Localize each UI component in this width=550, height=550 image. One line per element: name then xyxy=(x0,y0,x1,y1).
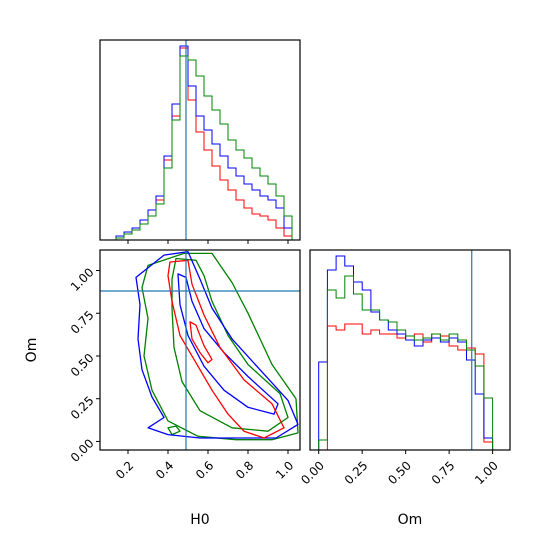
contour-6 xyxy=(189,321,213,364)
joint-axis-ticks: 0.2 0.4 0.6 0.8 1.0 0.00 0.25 0.50 0.75 1.00 xyxy=(68,265,297,482)
om-histogram-ticks: 0.00 0.25 0.50 0.75 1.00 xyxy=(298,450,501,487)
om-x-tick-label: 0.00 xyxy=(298,458,327,487)
om-y-tick-label: 0.25 xyxy=(68,393,97,422)
contour-2 xyxy=(167,425,181,436)
h0-histogram-ticks xyxy=(127,240,289,244)
om-x-tick-label: 0.25 xyxy=(342,458,371,487)
panel-om-vs-h0: 0.2 0.4 0.6 0.8 1.0 0.00 0.25 0.50 0.75 1.00 H0 O… xyxy=(24,249,301,528)
om-histogram-series xyxy=(318,255,494,451)
om-histogram-frame xyxy=(309,249,511,451)
contour-3 xyxy=(135,251,299,439)
om-y-tick-label: 0.00 xyxy=(68,436,97,465)
h0-x-tick-label: 0.2 xyxy=(113,458,136,481)
h0-histogram-series xyxy=(115,45,293,240)
y-axis-label-om: Om xyxy=(24,338,40,363)
om-y-tick-label: 0.50 xyxy=(68,351,97,380)
contour-0 xyxy=(141,252,299,441)
contour-1 xyxy=(171,257,289,432)
joint-frame xyxy=(99,249,301,451)
panel-om-histogram: 0.00 0.25 0.50 0.75 1.00 Om xyxy=(298,249,511,528)
om-x-tick-label: 0.75 xyxy=(429,458,458,487)
om-x-tick-label: 0.50 xyxy=(385,458,414,487)
x-axis-label-h0: H0 xyxy=(190,512,209,528)
om-y-tick-label: 1.00 xyxy=(68,265,97,294)
om-x-tick-label: 1.00 xyxy=(472,458,501,487)
h0-hist-series-1 xyxy=(115,45,293,240)
h0-x-tick-label: 0.8 xyxy=(233,458,256,481)
om-y-tick-label: 0.75 xyxy=(68,308,97,337)
contour-5 xyxy=(167,259,285,439)
truth-crosshair xyxy=(100,250,300,450)
h0-x-tick-label: 1.0 xyxy=(273,458,296,481)
h0-x-tick-label: 0.6 xyxy=(193,458,216,481)
h0-x-tick-label: 0.4 xyxy=(153,458,176,481)
contour-4 xyxy=(177,273,279,415)
h0-histogram-frame xyxy=(99,39,301,241)
x-axis-label-om: Om xyxy=(398,512,423,528)
om-hist-series-2 xyxy=(318,275,494,450)
h0-hist-series-2 xyxy=(115,55,293,240)
om-h0-contours xyxy=(135,251,299,441)
panel-h0-histogram xyxy=(99,39,301,244)
